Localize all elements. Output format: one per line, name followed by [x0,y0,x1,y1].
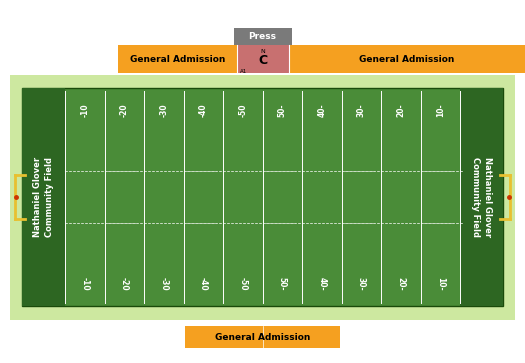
Text: -20: -20 [120,277,129,291]
Text: -10: -10 [80,103,89,117]
Text: General Admission: General Admission [359,54,455,64]
Text: 10-: 10- [436,103,445,117]
Text: A1: A1 [239,69,247,74]
Text: -10: -10 [80,277,89,291]
Text: 40-: 40- [317,277,326,291]
Text: 20-: 20- [396,103,405,117]
Text: -20: -20 [120,103,129,117]
Bar [22,88,65,306]
Text: 30-: 30- [357,277,366,291]
Bar [460,88,503,306]
Text: -30: -30 [159,103,168,117]
Bar [185,326,340,348]
Text: 50-: 50- [278,103,287,117]
Text: General Admission: General Admission [130,54,225,64]
Text: 20-: 20- [396,277,405,291]
Text: -50: -50 [238,103,247,117]
Text: -40: -40 [199,277,208,291]
Bar [236,45,289,73]
Text: -50: -50 [238,277,247,291]
Bar [118,45,236,73]
Text: General Admission: General Admission [215,333,310,342]
Text: 30-: 30- [357,103,366,117]
Bar [289,45,525,73]
Bar [234,28,291,45]
Text: 10-: 10- [436,277,445,291]
Bar [22,88,503,306]
Text: -40: -40 [199,103,208,117]
Text: Nathaniel Glover
Community Field: Nathaniel Glover Community Field [34,157,54,237]
Text: Nathaniel Glover
Community Field: Nathaniel Glover Community Field [471,157,491,237]
Text: N: N [260,49,265,54]
Text: 40-: 40- [317,103,326,117]
Text: -30: -30 [159,277,168,291]
Bar [10,75,515,320]
Text: C: C [258,54,267,68]
Text: 50-: 50- [278,277,287,291]
Text: Press: Press [248,32,277,41]
